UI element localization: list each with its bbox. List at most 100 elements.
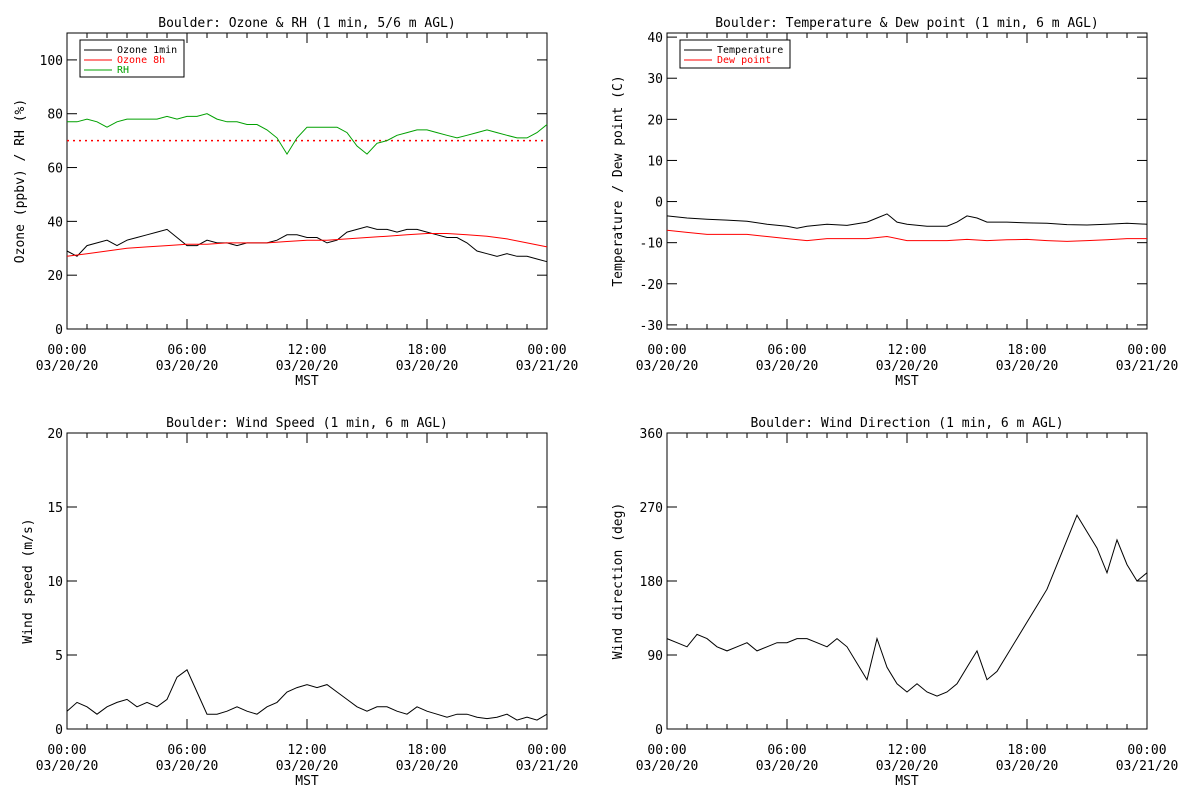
y-tick-label: -10	[640, 237, 663, 252]
series-line-rh	[67, 113, 548, 156]
series-line-temperature	[666, 213, 1148, 229]
series-line-dew-point	[666, 229, 1147, 242]
y-tick-label: 15	[47, 501, 63, 516]
plot-frame	[666, 432, 1148, 730]
y-axis: 0 5 10 15 20	[47, 427, 547, 738]
x-tick-time: 00:00	[647, 343, 686, 358]
series-layer	[66, 113, 548, 263]
x-tick-date: 03/20/20	[276, 359, 339, 374]
x-tick-time: 12:00	[887, 343, 926, 358]
legend: Ozone 1min Ozone 8h RH	[79, 39, 185, 78]
series-line-0	[666, 514, 1148, 697]
x-tick-date: 03/20/20	[876, 359, 939, 374]
x-tick-time: 18:00	[1007, 343, 1046, 358]
legend-label-dewpoint: Dew point	[717, 55, 771, 66]
y-axis: 0 20 40 60 80 100	[40, 54, 547, 338]
y-tick-label: 20	[47, 427, 63, 442]
y-tick-label: 40	[47, 215, 63, 230]
series-layer	[666, 213, 1148, 242]
y-axis-label: Temperature / Dew point (C)	[611, 75, 626, 286]
y-tick-label: 360	[640, 427, 663, 442]
y-tick-label: 270	[640, 501, 663, 516]
legend-label-rh: RH	[117, 65, 129, 76]
y-tick-label: -20	[640, 278, 663, 293]
x-tick-time: 00:00	[47, 343, 86, 358]
x-tick-date: 03/20/20	[756, 759, 819, 774]
x-tick-date: 03/20/20	[36, 359, 99, 374]
y-axis-label: Wind direction (deg)	[611, 503, 626, 660]
x-tick-date: 03/21/20	[1116, 759, 1179, 774]
x-axis: 00:0003/20/2006:0003/20/2012:0003/20/201…	[636, 433, 1179, 774]
x-tick-date: 03/20/20	[156, 759, 219, 774]
y-tick-label: 0	[55, 323, 63, 338]
x-tick-date: 03/21/20	[516, 359, 579, 374]
x-tick-date: 03/20/20	[636, 759, 699, 774]
y-tick-label: 0	[655, 196, 663, 211]
y-tick-label: 30	[647, 72, 663, 87]
x-tick-date: 03/20/20	[156, 359, 219, 374]
y-axis-label: Wind speed (m/s)	[21, 518, 36, 643]
x-tick-date: 03/21/20	[516, 759, 579, 774]
x-tick-date: 03/20/20	[636, 359, 699, 374]
series-layer	[666, 514, 1148, 697]
y-tick-label: 0	[55, 723, 63, 738]
x-tick-time: 18:00	[407, 743, 446, 758]
ozone-rh-panel: Boulder: Ozone & RH (1 min, 5/6 m AGL) 0…	[13, 16, 578, 389]
x-tick-date: 03/20/20	[396, 759, 459, 774]
y-tick-label: 100	[40, 54, 63, 69]
legend-box	[79, 39, 185, 78]
x-axis: 00:0003/20/2006:0003/20/2012:0003/20/201…	[36, 33, 579, 374]
x-tick-time: 18:00	[1007, 743, 1046, 758]
series-layer	[66, 669, 548, 721]
x-tick-time: 00:00	[527, 343, 566, 358]
series-line-ozone-1min	[66, 226, 548, 263]
x-tick-date: 03/20/20	[876, 759, 939, 774]
x-tick-date: 03/20/20	[36, 759, 99, 774]
x-tick-time: 00:00	[1127, 343, 1166, 358]
wind-direction-panel: Boulder: Wind Direction (1 min, 6 m AGL)…	[611, 416, 1178, 789]
y-axis: 0 90 180 270 360	[640, 427, 1147, 738]
panel-title: Boulder: Ozone & RH (1 min, 5/6 m AGL)	[158, 16, 455, 31]
legend: Temperature Dew point	[679, 39, 791, 69]
panel-title: Boulder: Wind Speed (1 min, 6 m AGL)	[166, 416, 448, 431]
legend-label-ozone-1min: Ozone 1min	[117, 45, 177, 56]
x-tick-time: 00:00	[1127, 743, 1166, 758]
x-tick-time: 18:00	[407, 343, 446, 358]
x-tick-time: 00:00	[647, 743, 686, 758]
panel-title: Boulder: Temperature & Dew point (1 min,…	[715, 16, 1099, 31]
y-axis-label: Ozone (ppbv) / RH (%)	[13, 99, 28, 263]
x-tick-time: 06:00	[167, 343, 206, 358]
x-tick-time: 00:00	[527, 743, 566, 758]
x-axis-label: MST	[295, 374, 319, 389]
x-tick-time: 06:00	[767, 743, 806, 758]
series-line-0	[66, 669, 548, 721]
y-tick-label: -30	[640, 319, 663, 334]
y-axis: -30 -20 -10 0 10 20 30 40	[640, 31, 1147, 334]
y-tick-label: 5	[55, 649, 63, 664]
y-tick-label: 80	[47, 108, 63, 123]
x-tick-date: 03/20/20	[276, 759, 339, 774]
x-axis: 00:0003/20/2006:0003/20/2012:0003/20/201…	[36, 433, 579, 774]
x-tick-time: 12:00	[287, 343, 326, 358]
x-tick-time: 00:00	[47, 743, 86, 758]
y-tick-label: 180	[640, 575, 663, 590]
y-tick-label: 90	[647, 649, 663, 664]
panel-title: Boulder: Wind Direction (1 min, 6 m AGL)	[750, 416, 1063, 431]
x-tick-date: 03/21/20	[1116, 359, 1179, 374]
y-tick-label: 60	[47, 162, 63, 177]
wind-speed-panel: Boulder: Wind Speed (1 min, 6 m AGL) 0 5 1…	[21, 416, 578, 789]
legend-box	[679, 39, 791, 69]
x-tick-time: 12:00	[887, 743, 926, 758]
x-axis-label: MST	[295, 774, 319, 789]
x-tick-date: 03/20/20	[756, 359, 819, 374]
plot-frame	[666, 32, 1148, 330]
x-tick-time: 06:00	[767, 343, 806, 358]
legend-label-temperature: Temperature	[717, 45, 783, 56]
x-tick-date: 03/20/20	[396, 359, 459, 374]
x-tick-time: 06:00	[167, 743, 206, 758]
x-tick-date: 03/20/20	[996, 359, 1059, 374]
x-tick-date: 03/20/20	[996, 759, 1059, 774]
series-line-ozone-8h	[66, 233, 548, 257]
y-tick-label: 10	[647, 154, 663, 169]
